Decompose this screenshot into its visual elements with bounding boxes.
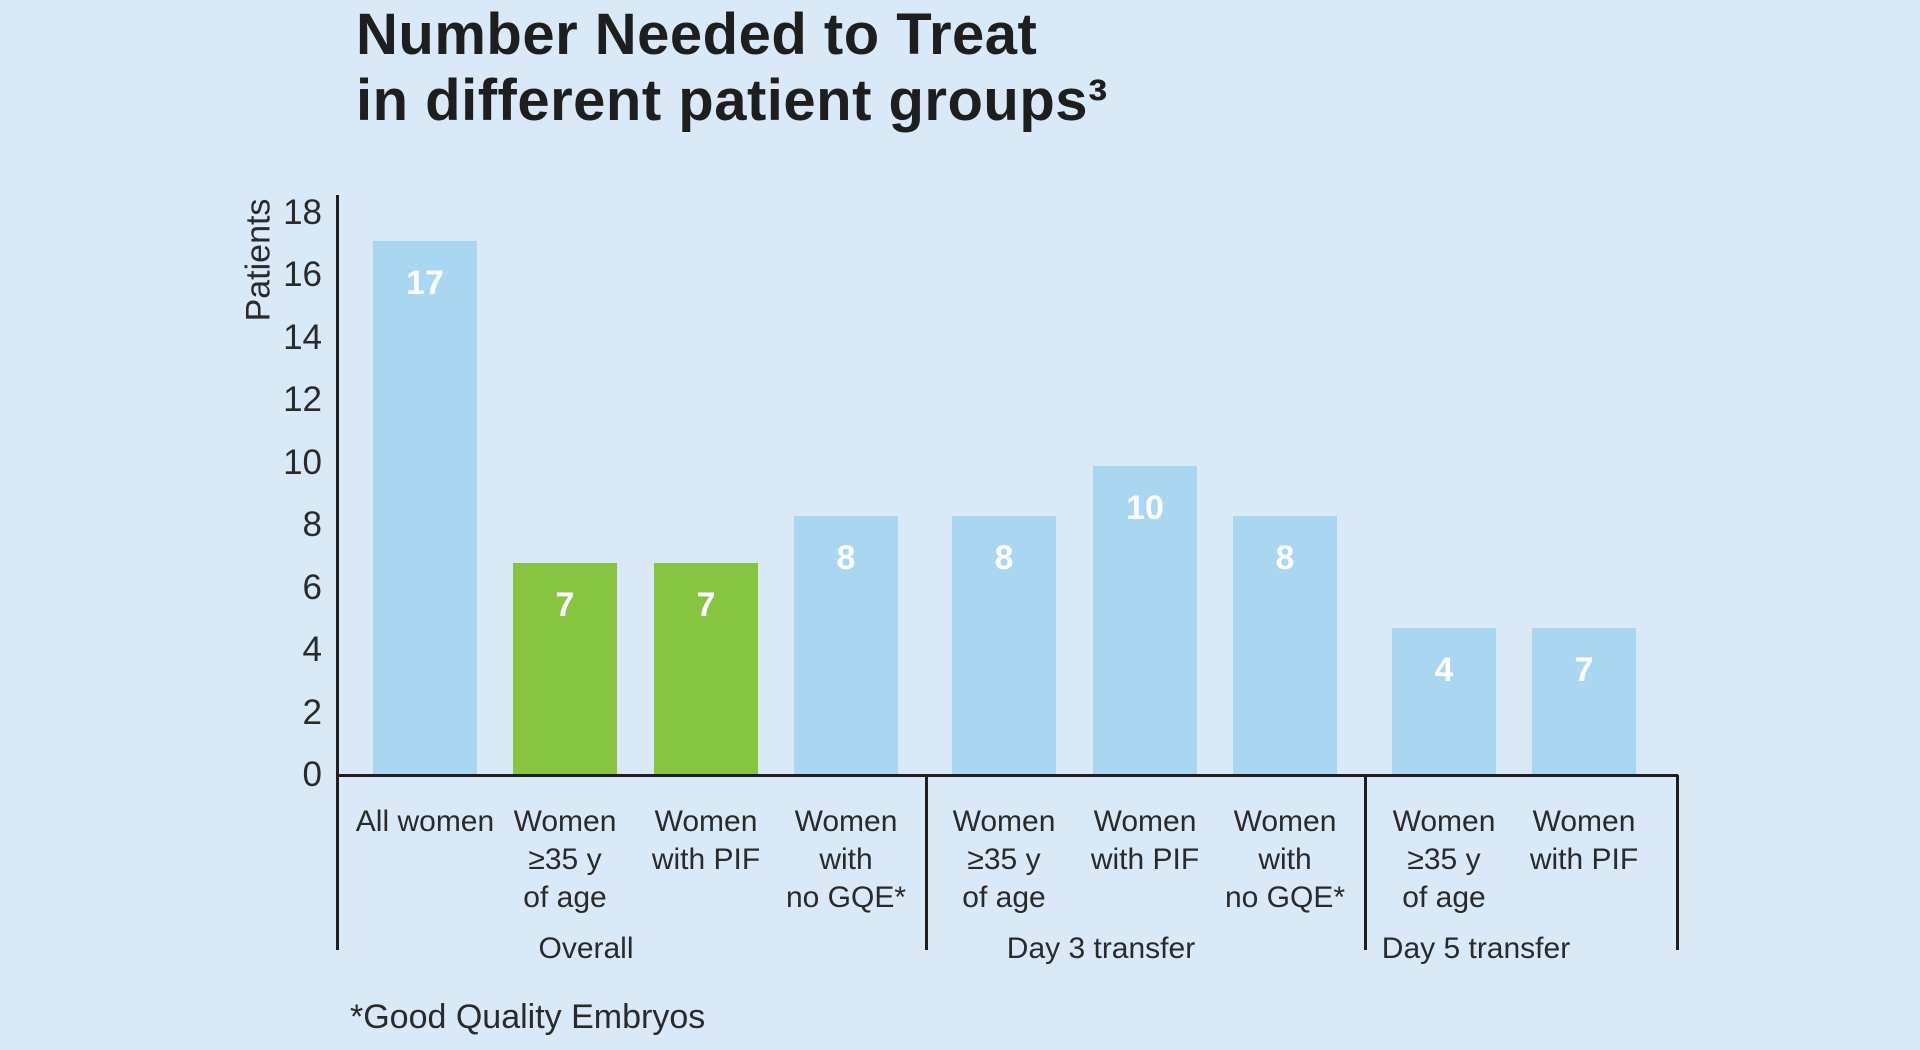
bar: 7 bbox=[654, 562, 758, 775]
category-label-line: ≥35 y bbox=[967, 843, 1041, 876]
bar: 17 bbox=[373, 240, 477, 775]
bar-value-label: 8 bbox=[994, 538, 1014, 577]
group-divider bbox=[924, 775, 928, 950]
footnote: *Good Quality Embryos bbox=[350, 998, 706, 1036]
chart-title-line2: in different patient groups³ bbox=[356, 68, 1108, 133]
y-tick-label: 4 bbox=[302, 630, 322, 669]
category-label-line: with bbox=[819, 843, 873, 876]
group-divider bbox=[1363, 775, 1367, 950]
group-label: Overall bbox=[538, 932, 634, 965]
bar: 8 bbox=[952, 515, 1056, 775]
category-label: Women ≥35 y of age bbox=[1344, 803, 1544, 917]
category-label-line: All women bbox=[355, 805, 495, 838]
y-tick-label: 14 bbox=[283, 317, 322, 357]
category-label-line: no GQE* bbox=[1224, 881, 1346, 914]
category-label: Women with PIF bbox=[1045, 803, 1245, 879]
category-label-line: ≥35 y bbox=[528, 843, 602, 876]
y-tick-label: 2 bbox=[302, 692, 322, 732]
category-label-line: with PIF bbox=[1529, 843, 1639, 876]
bar-value-label: 7 bbox=[555, 585, 575, 624]
chart-title-line1: Number Needed to Treat bbox=[356, 2, 1038, 67]
category-label-line: no GQE* bbox=[785, 881, 907, 914]
group-divider bbox=[1675, 775, 1679, 950]
category-label: Women with no GQE* bbox=[1185, 803, 1385, 917]
bar-value-label: 8 bbox=[836, 538, 856, 577]
category-label-line: with PIF bbox=[1090, 843, 1200, 876]
group-label: Day 3 transfer bbox=[1006, 932, 1196, 965]
y-tick-label: 10 bbox=[283, 442, 322, 482]
bar: 4 bbox=[1392, 628, 1496, 775]
bar: 8 bbox=[1233, 515, 1337, 775]
bar-value-label: 8 bbox=[1275, 538, 1295, 577]
category-label-line: with PIF bbox=[651, 843, 761, 876]
category-label-line: Women bbox=[794, 805, 898, 838]
category-label: Women with PIF bbox=[1484, 803, 1684, 879]
y-tick-label: 12 bbox=[283, 380, 322, 419]
bar: 8 bbox=[794, 515, 898, 775]
category-label: Women ≥35 y of age bbox=[465, 803, 665, 917]
bar: 10 bbox=[1093, 465, 1197, 775]
category-label-line: Women bbox=[1392, 805, 1496, 838]
category-label-line: of age bbox=[962, 881, 1046, 914]
category-label: Women with no GQE* bbox=[746, 803, 946, 917]
category-label-line: with bbox=[1258, 843, 1312, 876]
category-label: All women bbox=[325, 803, 525, 841]
category-label-line: ≥35 y bbox=[1407, 843, 1481, 876]
y-axis-line bbox=[335, 195, 339, 950]
y-tick-label: 8 bbox=[302, 505, 322, 544]
bar-value-label: 10 bbox=[1126, 488, 1164, 527]
y-tick-label: 18 bbox=[283, 192, 322, 232]
category-label: Women ≥35 y of age bbox=[904, 803, 1104, 917]
group-label: Day 5 transfer bbox=[1381, 932, 1571, 965]
bar-value-label: 7 bbox=[1574, 651, 1594, 690]
bar-value-label: 17 bbox=[406, 263, 444, 302]
y-tick-label: 6 bbox=[302, 567, 322, 607]
x-axis-line bbox=[337, 773, 1678, 777]
category-label-line: Women bbox=[1532, 805, 1636, 838]
category-label-line: Women bbox=[654, 805, 758, 838]
bar-value-label: 4 bbox=[1434, 651, 1454, 690]
category-label-line: Women bbox=[952, 805, 1056, 838]
category-label-line: Women bbox=[1233, 805, 1337, 838]
category-label-line: Women bbox=[513, 805, 617, 838]
category-label: Women with PIF bbox=[606, 803, 806, 879]
chart-title: Number Needed to Treat in different pati… bbox=[356, 2, 1108, 134]
bar-value-label: 7 bbox=[696, 585, 716, 624]
category-label-line: of age bbox=[1402, 881, 1486, 914]
bar: 7 bbox=[1532, 628, 1636, 775]
bar: 7 bbox=[513, 562, 617, 775]
y-tick-label: 0 bbox=[302, 755, 322, 794]
category-label-line: Women bbox=[1093, 805, 1197, 838]
y-tick-label: 16 bbox=[283, 255, 322, 294]
category-label-line: of age bbox=[523, 881, 607, 914]
